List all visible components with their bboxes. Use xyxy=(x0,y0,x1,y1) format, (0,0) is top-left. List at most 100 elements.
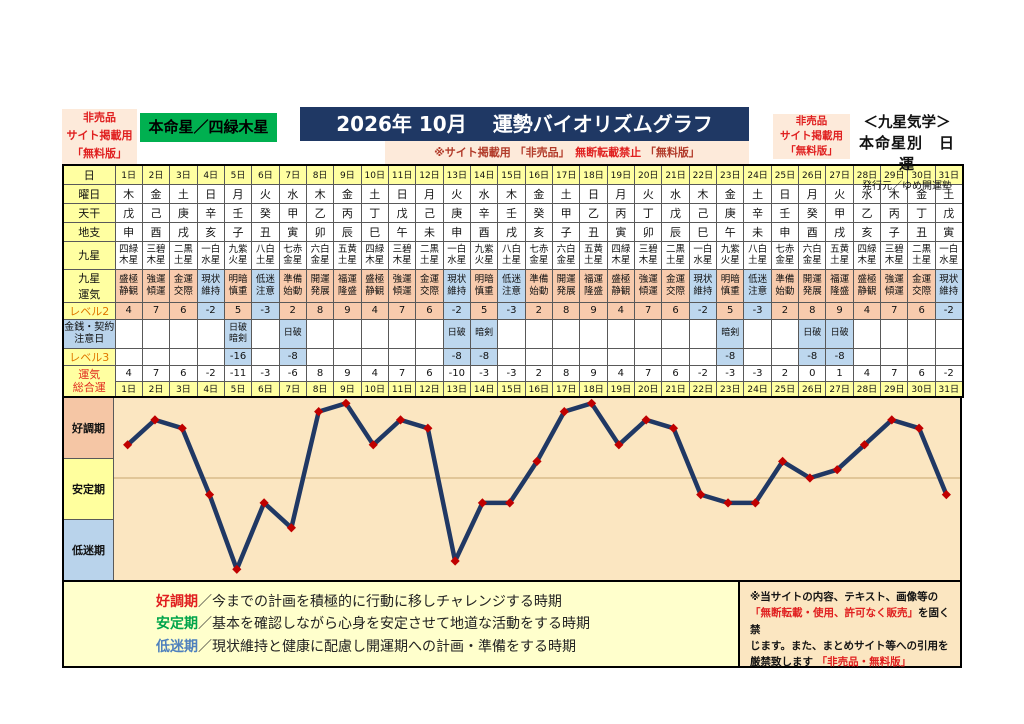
table-cell xyxy=(251,318,280,349)
table-cell: 6 xyxy=(661,364,690,382)
disclaimer-box: ※当サイトの内容、テキスト、画像等の 「無断転載・使用、許可なく販売」を固く禁 じま… xyxy=(740,582,960,668)
table-cell: 26日 xyxy=(798,164,827,185)
table-cell: -3 xyxy=(497,364,526,382)
table-cell: 開運 発展 xyxy=(798,268,827,303)
table-cell: 巳 xyxy=(360,221,389,242)
table-cell: 五黄 土星 xyxy=(825,240,854,270)
table-cell: 28日 xyxy=(852,380,882,398)
table-cell: 低迷 注意 xyxy=(251,268,280,303)
table-cell: 己 xyxy=(688,202,718,223)
table-cell xyxy=(360,318,389,349)
table-cell: 21日 xyxy=(661,380,690,398)
table-cell: 9 xyxy=(333,301,362,320)
usage-strip-text: 無断転載禁止 xyxy=(564,146,642,159)
table-row: レベル3 -16 -8 -8 -8 -8 -8 -8 xyxy=(62,347,964,366)
table-cell xyxy=(114,347,143,366)
table-cell: 7 xyxy=(141,301,171,320)
footer: 好調期／今までの計画を積極的に行動に移しチャレンジする時期 安定期／基本を確認しな… xyxy=(62,582,962,668)
table-cell: 26日 xyxy=(798,380,827,398)
table-cell: 1日 xyxy=(114,164,143,185)
table-cell: -11 xyxy=(223,364,253,382)
table-cell: 開運 発展 xyxy=(551,268,581,303)
table-cell: 19日 xyxy=(606,164,636,185)
table-cell: 6 xyxy=(661,301,690,320)
table-cell: 18日 xyxy=(579,164,608,185)
table-cell: 9 xyxy=(333,364,362,382)
table-cell xyxy=(606,347,636,366)
table-cell: 月 xyxy=(606,183,636,204)
table-cell: 25日 xyxy=(770,380,800,398)
table-cell: 庚 xyxy=(442,202,471,223)
table-cell: 盛極 静観 xyxy=(360,268,389,303)
table-cell: 五黄 土星 xyxy=(333,240,362,270)
table-cell: 10日 xyxy=(360,380,389,398)
table-cell xyxy=(880,347,909,366)
table-cell xyxy=(852,318,882,349)
table-cell: 二黒 土星 xyxy=(415,240,444,270)
table-cell: 午 xyxy=(387,221,417,242)
table-cell: 5 xyxy=(223,301,253,320)
chart-area: 好調期 安定期 低迷期 xyxy=(62,398,962,582)
table-cell xyxy=(688,347,718,366)
table-cell: 9 xyxy=(579,301,608,320)
table-cell: 4 xyxy=(606,364,636,382)
table-cell xyxy=(251,347,280,366)
table-cell: 壬 xyxy=(497,202,526,223)
table-row: 1日 2日 3日 4日 5日 6日 7日 8日 9日 10日 11日 12日 13日 14日 15日 16日 1… xyxy=(63,380,964,398)
data-point-marker xyxy=(586,398,597,408)
table-cell: 23日 xyxy=(716,164,745,185)
table-cell: 子 xyxy=(223,221,253,242)
table-cell: 2 xyxy=(524,301,554,320)
table-cell xyxy=(524,318,554,349)
table-cell: 丙 xyxy=(333,202,362,223)
table-cell: 15日 xyxy=(497,164,526,185)
table-cell: 21日 xyxy=(661,164,690,185)
usage-strip-text: ※サイト掲載用 「非売品」 xyxy=(434,146,565,159)
table-cell: -8 xyxy=(278,347,307,366)
table-cell: 14日 xyxy=(469,380,499,398)
table-cell: 8 xyxy=(305,364,335,382)
table-cell: 13日 xyxy=(442,164,471,185)
table-cell: 5 xyxy=(469,301,499,320)
table-cell: 丁 xyxy=(360,202,389,223)
table-cell: 丁 xyxy=(634,202,663,223)
table-cell: 火 xyxy=(634,183,663,204)
table-cell: -2 xyxy=(442,301,471,320)
table-cell: 金 xyxy=(716,183,745,204)
table-cell xyxy=(305,347,335,366)
table-cell: 4 xyxy=(360,364,389,382)
publisher-label: 発行元／ゆめ開運塾 xyxy=(862,181,952,192)
table-cell: 甲 xyxy=(551,202,581,223)
table-cell: 辰 xyxy=(333,221,362,242)
table-cell: 現状 維持 xyxy=(934,268,964,303)
row-label: 九星 運気 xyxy=(62,268,116,303)
table-cell: 木 xyxy=(688,183,718,204)
table-cell: 7 xyxy=(387,301,417,320)
table-cell: 4 xyxy=(606,301,636,320)
row-label: 金銭・契約 注意日 xyxy=(62,318,116,349)
table-cell: -3 xyxy=(743,301,772,320)
page-title: 2026年 10月 運勢バイオリズムグラフ xyxy=(300,107,749,141)
table-cell xyxy=(770,347,800,366)
table-cell: 金運 交際 xyxy=(661,268,690,303)
table-cell: 日 xyxy=(579,183,608,204)
disclaimer-line: 「無断転載・使用、許可なく販売」を固く禁 xyxy=(750,605,952,638)
table-cell: 八白 土星 xyxy=(743,240,772,270)
table-cell: 四緑 木星 xyxy=(606,240,636,270)
table-cell: 7 xyxy=(634,301,663,320)
table-cell: 17日 xyxy=(551,380,581,398)
table-cell xyxy=(196,347,225,366)
table-cell: 子 xyxy=(880,221,909,242)
table-cell: 強運 傾運 xyxy=(634,268,663,303)
table-cell: 4日 xyxy=(196,164,225,185)
table-cell: 準備 始動 xyxy=(524,268,554,303)
disclaimer-text: を固く禁 xyxy=(750,607,950,636)
table-cell: 現状 維持 xyxy=(688,268,718,303)
table-cell: 寅 xyxy=(606,221,636,242)
table-cell: 日破 xyxy=(798,318,827,349)
table-cell: -3 xyxy=(251,301,280,320)
data-point-marker xyxy=(505,498,515,508)
table-cell: 寅 xyxy=(934,221,964,242)
title-year-month: 2026年 10月 xyxy=(336,112,467,136)
table-cell xyxy=(169,318,198,349)
